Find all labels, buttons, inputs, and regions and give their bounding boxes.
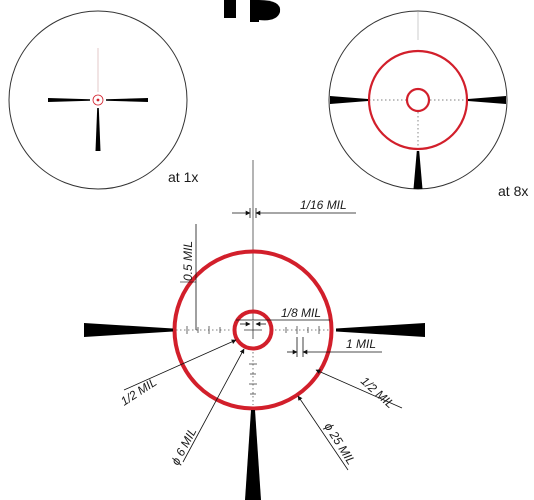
title-fragment [224,0,281,22]
label-at-1x: at 1x [168,169,198,185]
label-ring-offset: 0.5 MIL [181,241,195,281]
bottom-post-8x [413,151,423,189]
dim-ring-offset: 0.5 MIL [180,224,197,330]
inner-ring [232,309,274,351]
outer-ring-8x [367,49,469,151]
view-1x: at 1x [8,10,198,190]
view-8x: at 8x [328,10,528,199]
right-post-1x [106,98,148,102]
label-outer-ring-diameter: ϕ 25 MIL [321,420,358,467]
dim-inner-ring-diameter: ϕ 6 MIL [168,348,245,467]
bottom-post-1x [95,108,101,151]
left-post [84,323,173,337]
label-inner-ring-width: 1/2 MIL [118,375,159,409]
dim-outer-ring-diameter: ϕ 25 MIL [297,395,358,471]
right-post [336,323,425,337]
left-post-1x [48,98,90,102]
detail-reticle: 1/16 MIL 0.5 MIL 1/8 MIL 1 MIL 1/2 MIL [84,160,425,500]
dim-hash-spacing: 1/8 MIL [236,306,330,327]
label-at-8x: at 8x [498,183,528,199]
center-dot-1x [92,94,104,106]
inner-ring-8x [405,87,431,113]
left-post-8x [330,96,368,104]
label-hash-spacing: 1/8 MIL [281,306,321,320]
dim-outer-ring-width: 1/2 MIL [315,369,403,411]
label-inner-ring-diameter: ϕ 6 MIL [168,425,199,467]
dim-post-gap: 1/16 MIL [232,198,356,218]
right-post-8x [468,96,506,104]
tick-marks [186,326,320,395]
eyepiece-circle-1x [8,10,188,190]
label-post-gap: 1/16 MIL [300,198,347,212]
bottom-post [245,410,261,500]
label-tick-spacing: 1 MIL [346,337,376,351]
label-outer-ring-width: 1/2 MIL [358,374,397,411]
dim-tick-spacing: 1 MIL [287,337,382,357]
outer-ring [172,249,334,411]
